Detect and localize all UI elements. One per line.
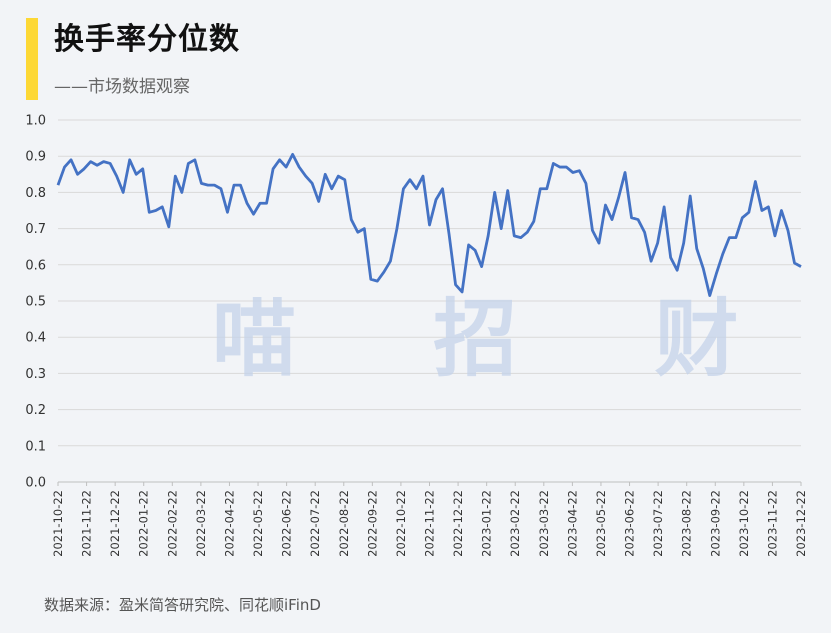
x-axis-ticks: 2021-10-22 2021-11-22 2021-12-22 2022-01-22… [51,482,808,557]
x-tick-label: 2022-07-22 [308,490,322,557]
y-tick-label: 0.1 [25,439,46,454]
y-tick-label: 0.3 [25,367,46,382]
x-tick-label: 2022-05-22 [251,490,265,557]
x-tick-label: 2023-11-22 [765,490,779,557]
y-axis-ticks: 0.0 0.1 0.2 0.3 0.4 0.5 0.6 0.7 0.8 0.9 1.0 [25,114,46,491]
x-tick-label: 2022-08-22 [337,490,351,557]
x-tick-label: 2023-07-22 [651,490,665,557]
x-tick-label: 2023-10-22 [737,490,751,557]
x-tick-label: 2022-12-22 [451,490,465,557]
y-tick-label: 0.5 [25,295,46,310]
x-tick-label: 2021-10-22 [51,490,65,557]
x-tick-label: 2022-11-22 [423,490,437,557]
x-tick-label: 2023-05-22 [594,490,608,557]
watermark-text: 喵 招 财 [212,290,793,388]
x-tick-label: 2023-02-22 [508,490,522,557]
x-tick-label: 2023-01-22 [480,490,494,557]
x-tick-label: 2022-10-22 [394,490,408,557]
series-line [56,152,802,297]
chart-title: 换手率分位数 [54,22,240,57]
x-tick-label: 2022-06-22 [280,490,294,557]
y-tick-label: 0.9 [25,150,46,165]
x-tick-label: 2021-12-22 [108,490,122,557]
y-tick-label: 0.6 [25,258,46,273]
x-tick-label: 2023-06-22 [623,490,637,557]
x-tick-label: 2021-11-22 [80,490,94,557]
y-tick-label: 0.8 [25,186,46,201]
source-note: 数据来源：盈米简答研究院、同花顺iFinD [44,596,321,614]
chart-subtitle: ——市场数据观察 [54,77,190,97]
y-tick-label: 0.7 [25,222,46,237]
x-tick-label: 2022-04-22 [222,490,236,557]
y-tick-label: 0.0 [25,476,46,491]
y-tick-label: 1.0 [25,114,46,129]
series-lines [56,152,802,297]
y-tick-label: 0.4 [25,331,46,346]
x-tick-label: 2023-04-22 [565,490,579,557]
x-tick-label: 2023-12-22 [794,490,808,557]
x-tick-label: 2022-03-22 [194,490,208,557]
y-tick-label: 0.2 [25,403,46,418]
title-accent-bar [26,18,38,100]
x-tick-label: 2023-03-22 [537,490,551,557]
x-tick-label: 2023-09-22 [708,490,722,557]
x-tick-label: 2022-09-22 [365,490,379,557]
x-tick-label: 2023-08-22 [680,490,694,557]
x-tick-label: 2022-01-22 [137,490,151,557]
x-tick-label: 2022-02-22 [165,490,179,557]
